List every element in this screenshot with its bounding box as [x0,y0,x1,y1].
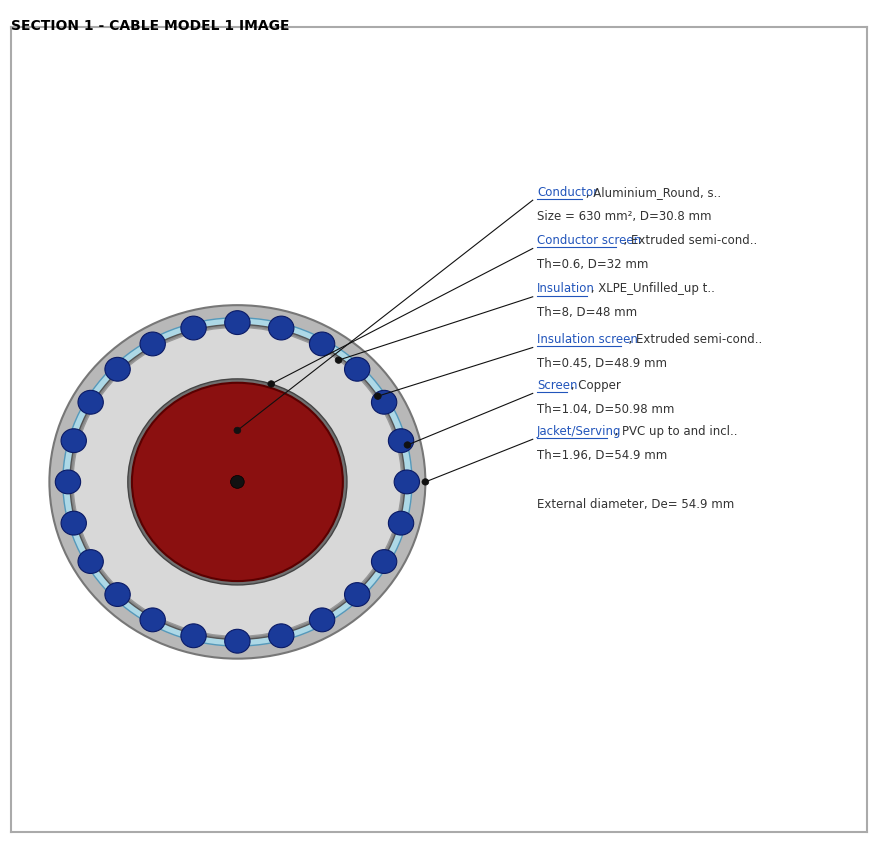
Circle shape [181,624,206,648]
Text: Th=0.6, D=32 mm: Th=0.6, D=32 mm [537,258,647,271]
Circle shape [225,311,250,335]
Text: Conductor screen: Conductor screen [537,233,640,247]
Circle shape [181,316,206,340]
Circle shape [73,328,402,637]
Circle shape [225,629,250,653]
Text: Th=1.96, D=54.9 mm: Th=1.96, D=54.9 mm [537,449,667,462]
Text: External diameter, De= 54.9 mm: External diameter, De= 54.9 mm [537,498,733,511]
Circle shape [267,380,275,387]
Circle shape [231,475,244,488]
Circle shape [268,316,294,340]
Circle shape [104,582,130,606]
Text: Jacket/Serving: Jacket/Serving [537,424,621,437]
Circle shape [61,429,86,453]
Circle shape [104,357,130,381]
Text: Th=1.04, D=50.98 mm: Th=1.04, D=50.98 mm [537,403,674,416]
Circle shape [128,379,346,585]
Circle shape [78,391,103,414]
Text: Th=8, D=48 mm: Th=8, D=48 mm [537,306,637,319]
Circle shape [78,549,103,573]
Circle shape [55,470,81,494]
Circle shape [268,624,294,648]
Circle shape [344,582,369,606]
Circle shape [335,357,342,363]
Circle shape [388,511,413,535]
Circle shape [70,324,404,639]
Circle shape [371,549,396,573]
Circle shape [403,441,410,448]
Text: Size = 630 mm², D=30.8 mm: Size = 630 mm², D=30.8 mm [537,210,710,223]
Text: , PVC up to and incl..: , PVC up to and incl.. [606,424,736,437]
Text: Insulation: Insulation [537,282,595,295]
Text: , Copper: , Copper [567,379,620,391]
Text: Insulation screen: Insulation screen [537,333,638,346]
Text: , XLPE_Unfilled_up t..: , XLPE_Unfilled_up t.. [586,282,714,295]
Circle shape [309,608,334,632]
Circle shape [309,332,334,356]
Circle shape [422,479,428,485]
Circle shape [233,427,240,434]
Circle shape [61,511,86,535]
Circle shape [371,391,396,414]
Text: , Aluminium_Round, s..: , Aluminium_Round, s.. [581,186,720,199]
Circle shape [388,429,413,453]
Circle shape [49,305,424,659]
Text: SECTION 1 - CABLE MODEL 1 IMAGE: SECTION 1 - CABLE MODEL 1 IMAGE [11,19,289,32]
Circle shape [63,318,411,646]
Circle shape [394,470,419,494]
Text: Conductor: Conductor [537,186,597,199]
Text: Screen: Screen [537,379,577,391]
Text: Th=0.45, D=48.9 mm: Th=0.45, D=48.9 mm [537,357,667,370]
Circle shape [374,393,381,399]
Circle shape [139,608,165,632]
Circle shape [139,332,165,356]
Text: , Extruded semi-cond..: , Extruded semi-cond.. [616,233,757,247]
Circle shape [132,383,342,581]
Circle shape [344,357,369,381]
Text: , Extruded semi-cond..: , Extruded semi-cond.. [621,333,762,346]
